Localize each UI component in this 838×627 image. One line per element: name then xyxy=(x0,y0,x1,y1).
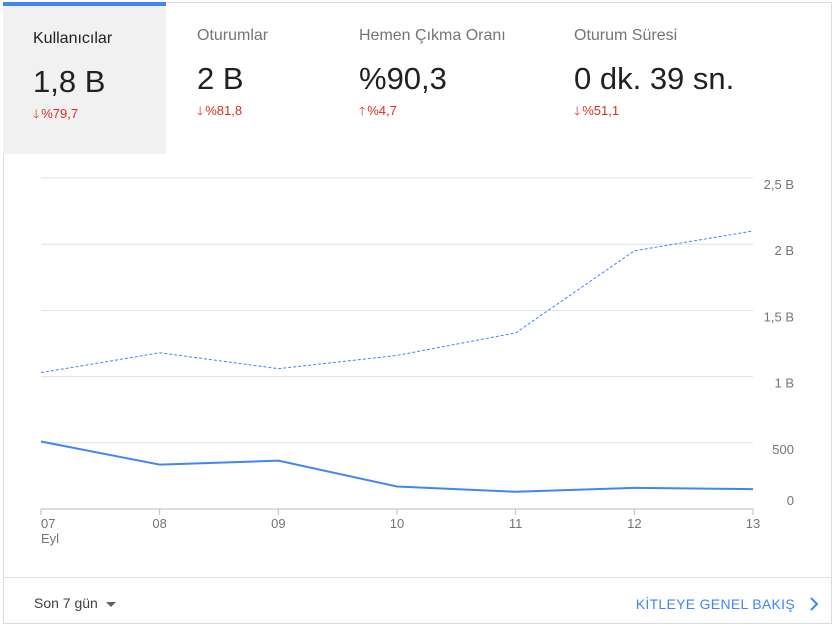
tab-title: Oturum Süresi xyxy=(574,27,678,44)
y-tick-label: 500 xyxy=(772,442,794,457)
audience-overview-link[interactable]: KİTLEYE GENEL BAKIŞ xyxy=(635,596,795,612)
x-tick-label: 10 xyxy=(390,516,404,531)
tab-title: Oturumlar xyxy=(197,27,269,44)
x-tick-label: 12 xyxy=(627,516,641,531)
y-tick-label: 1,5 B xyxy=(764,309,794,324)
x-tick-label: 09 xyxy=(271,516,285,531)
delta-value: %4,7 xyxy=(367,103,397,118)
audience-card: Kullanıcılar 1,8 B 🡓 %79,7 Oturumlar 2 B … xyxy=(3,2,832,624)
tab-title: Hemen Çıkma Oranı xyxy=(359,27,506,44)
tab-delta: 🡓 %81,8 xyxy=(197,102,242,123)
metric-tabs: Kullanıcılar 1,8 B 🡓 %79,7 Oturumlar 2 B … xyxy=(3,2,831,154)
series-line-previous xyxy=(40,230,754,374)
x-tick-label: 08 xyxy=(152,516,166,531)
date-range-dropdown[interactable]: Son 7 gün xyxy=(34,595,116,611)
tab-delta: 🡓 %79,7 xyxy=(33,105,78,126)
tab-sessions[interactable]: Oturumlar 2 B 🡓 %81,8 xyxy=(167,3,327,151)
arrow-down-icon: 🡓 xyxy=(33,107,40,121)
series-line-current xyxy=(40,440,754,493)
arrow-up-icon: 🡑 xyxy=(359,104,366,118)
tab-delta: 🡓 %51,1 xyxy=(574,102,619,123)
y-tick-label: 1 B xyxy=(774,376,794,391)
tab-value: 1,8 B xyxy=(33,64,106,99)
delta-value: %79,7 xyxy=(41,106,79,121)
card-footer: Son 7 gün KİTLEYE GENEL BAKIŞ xyxy=(4,577,831,626)
arrow-down-icon: 🡓 xyxy=(574,104,581,118)
line-chart: 2,5 B 2 B 1,5 B 1 B 500 0 07 08 09 10 11 12 13 Eyl xyxy=(40,177,794,546)
tab-bounce-rate[interactable]: Hemen Çıkma Oranı %90,3 🡑 %4,7 xyxy=(329,3,541,151)
x-tick-label: 11 xyxy=(509,516,523,531)
tab-users[interactable]: Kullanıcılar 1,8 B 🡓 %79,7 xyxy=(3,2,166,154)
tab-value: 0 dk. 39 sn. xyxy=(574,61,735,96)
tab-title: Kullanıcılar xyxy=(33,30,113,47)
x-tick-label: 07 xyxy=(41,516,55,531)
delta-value: %81,8 xyxy=(205,103,243,118)
chevron-right-icon[interactable] xyxy=(805,595,823,613)
y-tick-label: 2 B xyxy=(774,243,794,258)
y-tick-label: 2,5 B xyxy=(764,177,794,192)
tab-value: 2 B xyxy=(197,61,244,96)
delta-value: %51,1 xyxy=(582,103,620,118)
tab-delta: 🡑 %4,7 xyxy=(359,102,397,123)
date-range-label: Son 7 gün xyxy=(34,595,98,611)
tab-value: %90,3 xyxy=(359,61,447,96)
x-month-label: Eyl xyxy=(41,531,59,546)
y-tick-label: 0 xyxy=(787,493,794,508)
x-tick-label: 13 xyxy=(746,516,760,531)
arrow-down-icon: 🡓 xyxy=(197,104,204,118)
caret-down-icon xyxy=(105,601,116,607)
tab-session-duration[interactable]: Oturum Süresi 0 dk. 39 sn. 🡓 %51,1 xyxy=(544,3,784,151)
